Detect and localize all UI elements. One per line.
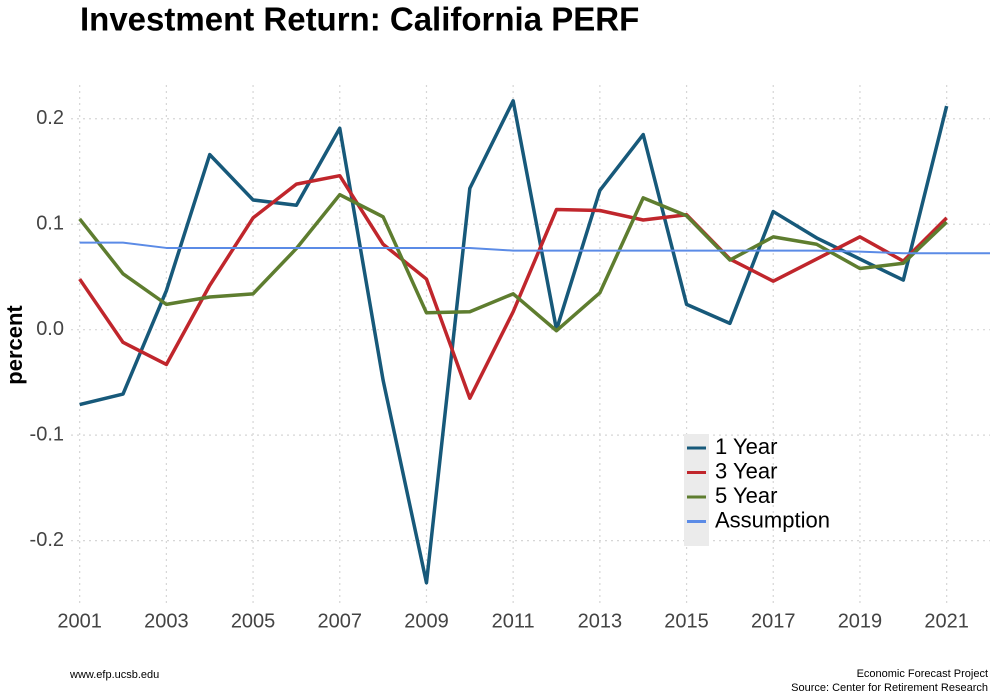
- line-series: [79, 99, 949, 585]
- x-tick-label: 2019: [838, 610, 883, 632]
- line-series: [78, 192, 948, 333]
- legend-background: [684, 434, 709, 546]
- y-tick-label: 0.2: [36, 107, 64, 129]
- y-tick-label: -0.1: [30, 423, 64, 445]
- line-series: [78, 173, 948, 400]
- y-tick-label: 0.1: [36, 212, 64, 234]
- x-tick-label: 2017: [751, 610, 796, 632]
- y-tick-label: -0.2: [30, 529, 64, 551]
- y-tick-label: 0.0: [36, 318, 64, 340]
- chart-title: Investment Return: California PERF: [80, 1, 639, 38]
- x-tick-label: 2005: [231, 610, 276, 632]
- x-tick-label: 2003: [144, 610, 189, 632]
- footer-left: www.efp.ucsb.edu: [69, 669, 159, 681]
- footer-right: Economic Forecast Project: [857, 668, 988, 680]
- legend-label: 1 Year: [715, 434, 777, 459]
- x-tick-label: 2021: [924, 610, 969, 632]
- legend-label: Assumption: [715, 507, 830, 532]
- x-tick-label: 2015: [664, 610, 709, 632]
- legend-label: 3 Year: [715, 458, 777, 483]
- x-tick-label: 2007: [318, 610, 363, 632]
- x-tick-label: 2011: [492, 610, 535, 632]
- x-tick-label: 2013: [578, 610, 623, 632]
- x-tick-label: 2009: [404, 610, 449, 632]
- footer-right: Source: Center for Retirement Research: [791, 682, 988, 694]
- legend-label: 5 Year: [715, 483, 777, 508]
- y-axis-label: percent: [2, 305, 27, 385]
- x-tick-label: 2001: [57, 610, 102, 632]
- line-series: [79, 241, 990, 255]
